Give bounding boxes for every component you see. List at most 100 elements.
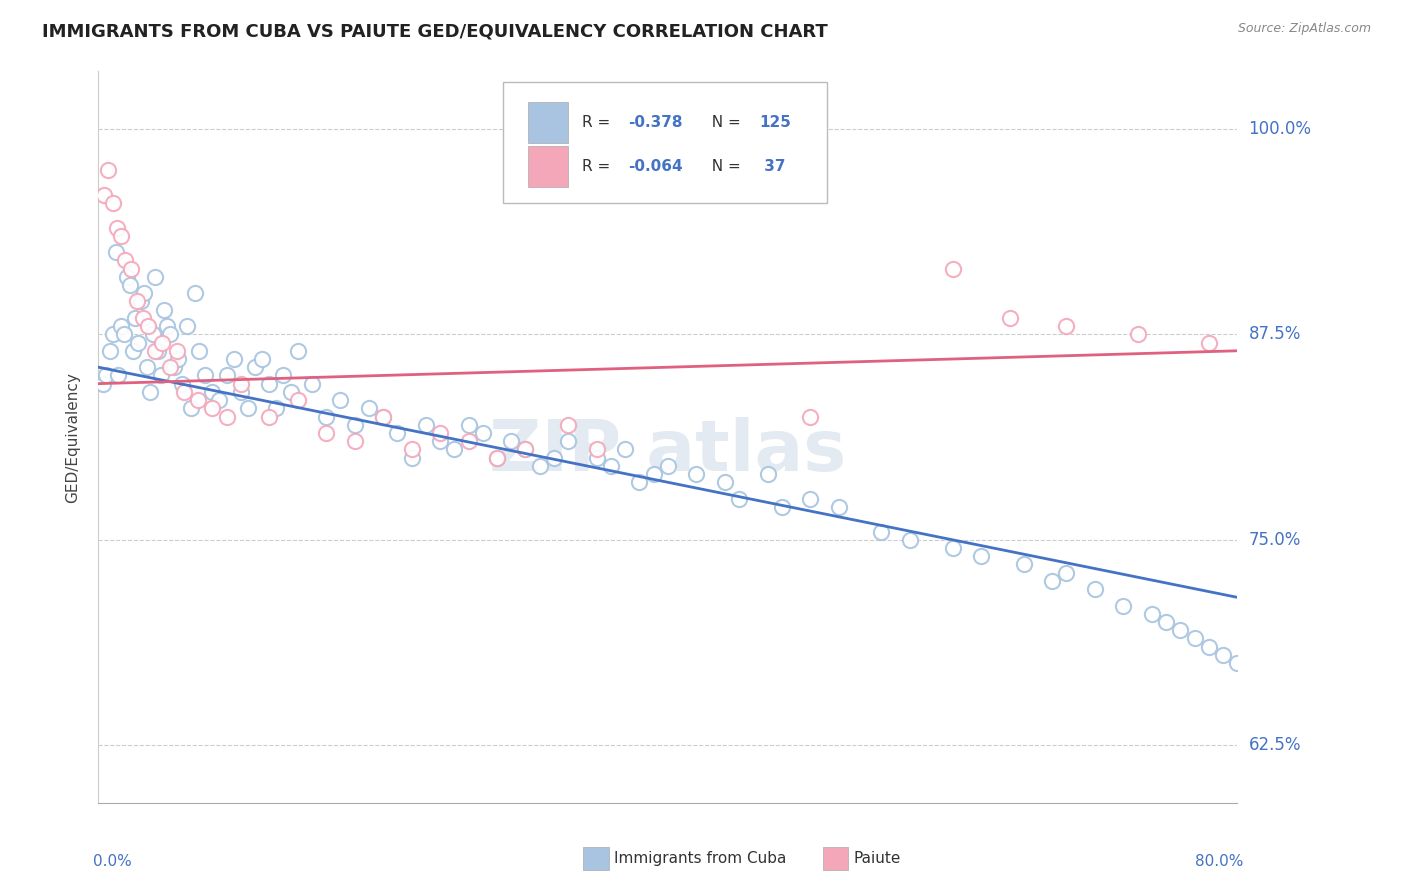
Point — [287, 393, 309, 408]
Point — [125, 294, 148, 309]
Point — [486, 450, 509, 465]
Point — [101, 327, 124, 342]
Y-axis label: GED/Equivalency: GED/Equivalency — [65, 372, 80, 502]
FancyBboxPatch shape — [503, 82, 827, 203]
Point — [457, 417, 479, 432]
Point — [201, 384, 224, 399]
Point — [194, 368, 217, 383]
Point — [135, 360, 157, 375]
Point — [515, 442, 537, 457]
Point — [429, 434, 451, 449]
Point — [187, 393, 209, 408]
Point — [159, 327, 181, 342]
Point — [91, 376, 114, 391]
Point — [153, 302, 176, 317]
Point — [118, 278, 141, 293]
Point — [756, 467, 779, 481]
Point — [121, 343, 143, 358]
Point — [942, 541, 965, 555]
Point — [443, 442, 465, 457]
Text: 0.0%: 0.0% — [93, 854, 132, 869]
Point — [131, 310, 153, 325]
Point — [1154, 615, 1177, 629]
Text: N =: N = — [702, 115, 745, 130]
Point — [156, 319, 179, 334]
Point — [127, 335, 149, 350]
Point — [770, 500, 793, 514]
Point — [250, 351, 273, 366]
Point — [799, 491, 821, 506]
Point — [357, 401, 380, 416]
Point — [1170, 624, 1192, 638]
Point — [643, 467, 665, 481]
Point — [998, 310, 1021, 325]
Bar — [527, 146, 568, 186]
Point — [657, 458, 679, 473]
Point — [188, 343, 211, 358]
Point — [287, 343, 309, 358]
Point — [163, 360, 186, 375]
Point — [176, 319, 198, 334]
Point — [166, 343, 188, 358]
Point — [714, 475, 737, 490]
Point — [201, 401, 224, 416]
Point — [486, 450, 509, 465]
Point — [415, 417, 437, 432]
Point — [1140, 607, 1163, 621]
Text: 62.5%: 62.5% — [1249, 736, 1301, 755]
Text: -0.378: -0.378 — [628, 115, 682, 130]
Text: IMMIGRANTS FROM CUBA VS PAIUTE GED/EQUIVALENCY CORRELATION CHART: IMMIGRANTS FROM CUBA VS PAIUTE GED/EQUIV… — [42, 22, 828, 40]
Point — [259, 376, 281, 391]
Point — [471, 425, 494, 440]
Point — [129, 294, 152, 309]
Text: 75.0%: 75.0% — [1249, 531, 1301, 549]
Text: Paiute: Paiute — [853, 851, 901, 865]
Point — [1198, 335, 1220, 350]
Point — [585, 442, 607, 457]
Point — [112, 327, 135, 342]
Point — [159, 360, 181, 375]
Point — [1126, 327, 1149, 342]
Point — [1012, 558, 1035, 572]
Point — [259, 409, 281, 424]
Point — [136, 319, 159, 334]
Point — [515, 442, 537, 457]
Point — [1226, 656, 1249, 670]
Point — [343, 417, 366, 432]
Point — [145, 343, 167, 358]
Point — [98, 343, 121, 358]
Point — [1084, 582, 1107, 596]
Point — [301, 376, 323, 391]
Point — [1198, 640, 1220, 654]
Text: N =: N = — [702, 159, 745, 174]
Point — [107, 368, 129, 383]
Point — [236, 401, 259, 416]
Text: Source: ZipAtlas.com: Source: ZipAtlas.com — [1237, 22, 1371, 36]
Point — [614, 442, 637, 457]
Point — [208, 393, 231, 408]
Point — [799, 409, 821, 424]
Point — [97, 163, 120, 178]
Point — [132, 286, 155, 301]
Point — [141, 327, 163, 342]
Point — [942, 261, 965, 276]
Point — [215, 409, 238, 424]
Point — [685, 467, 707, 481]
Point — [150, 368, 173, 383]
Point — [387, 425, 409, 440]
Point — [273, 368, 295, 383]
Text: ZIP atlas: ZIP atlas — [489, 417, 846, 486]
Point — [124, 310, 146, 325]
Point — [315, 409, 337, 424]
Point — [1056, 566, 1078, 580]
Point — [215, 368, 238, 383]
Point — [152, 335, 174, 350]
Point — [429, 425, 451, 440]
Text: 100.0%: 100.0% — [1249, 120, 1312, 138]
Point — [1040, 574, 1063, 588]
Point — [401, 450, 423, 465]
Point — [898, 533, 921, 547]
Point — [105, 220, 128, 235]
Point — [401, 442, 423, 457]
Point — [229, 384, 252, 399]
